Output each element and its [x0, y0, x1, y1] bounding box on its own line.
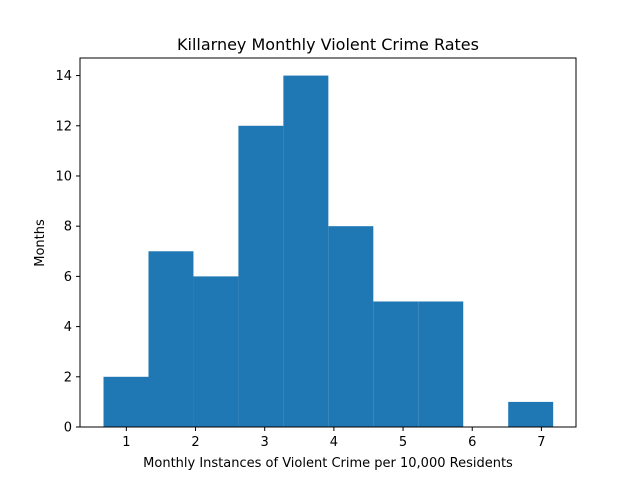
bars-group — [103, 75, 554, 428]
x-tick-label: 6 — [468, 435, 476, 450]
x-tick-label: 1 — [122, 435, 130, 450]
x-axis-label: Monthly Instances of Violent Crime per 1… — [143, 456, 513, 471]
histogram-bar — [193, 276, 239, 427]
y-tick-label: 14 — [55, 69, 72, 84]
y-tick-label: 0 — [64, 421, 72, 436]
x-tick-label: 7 — [537, 435, 545, 450]
y-tick-label: 4 — [64, 320, 72, 335]
x-tick-label: 3 — [261, 435, 269, 450]
y-axis-ticks: 0 2 4 6 8 10 12 14 — [55, 69, 80, 436]
x-axis-ticks: 1 2 3 4 5 6 7 — [122, 427, 546, 450]
y-tick-label: 6 — [64, 270, 72, 285]
y-tick-label: 8 — [64, 220, 72, 235]
x-tick-label: 2 — [191, 435, 199, 450]
histogram-bar — [238, 125, 284, 427]
histogram-bar — [328, 226, 374, 427]
y-tick-label: 12 — [55, 119, 72, 134]
histogram-bar — [373, 301, 419, 427]
histogram-bar — [103, 376, 149, 427]
y-axis-label: Months — [33, 219, 48, 267]
plot-frame — [79, 57, 577, 428]
histogram-bar — [148, 251, 194, 427]
chart-title: Killarney Monthly Violent Crime Rates — [177, 35, 479, 54]
histogram-bar — [283, 75, 329, 428]
histogram-bar — [508, 401, 554, 427]
y-tick-label: 2 — [64, 370, 72, 385]
x-tick-label: 5 — [399, 435, 407, 450]
x-tick-label: 4 — [330, 435, 338, 450]
y-tick-label: 10 — [55, 169, 72, 184]
histogram-bar — [418, 301, 464, 427]
